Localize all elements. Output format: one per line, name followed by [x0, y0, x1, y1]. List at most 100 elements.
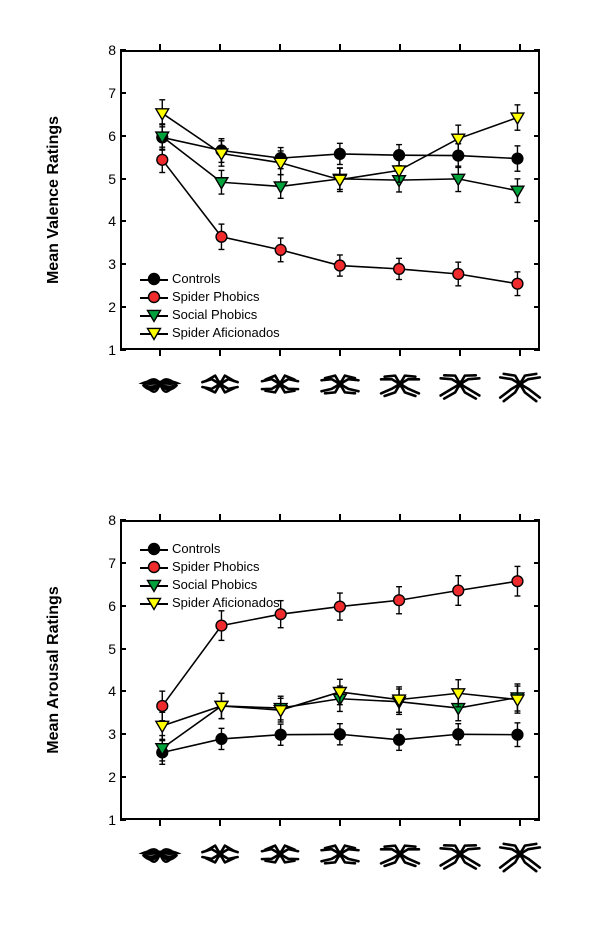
legend-marker-icon [140, 576, 168, 594]
legend-row: Spider Phobics [140, 558, 280, 576]
xtick [519, 514, 521, 520]
ytick [534, 733, 540, 735]
legend-row: Spider Aficionados [140, 594, 280, 612]
ytick-label: 1 [98, 812, 116, 828]
ytick [534, 648, 540, 650]
xtick [399, 350, 401, 356]
ytick-label: 3 [98, 256, 116, 272]
xtick [159, 44, 161, 50]
xtick [219, 514, 221, 520]
xtick [339, 350, 341, 356]
xtick [279, 820, 281, 826]
ytick [534, 92, 540, 94]
spider-morph-icon [498, 832, 542, 876]
xtick [459, 514, 461, 520]
xtick [399, 514, 401, 520]
ytick [534, 776, 540, 778]
ytick-label: 8 [98, 42, 116, 58]
spider-morph-icon [318, 362, 362, 406]
ytick [534, 220, 540, 222]
legend-label: Social Phobics [172, 306, 257, 324]
legend-marker-icon [140, 594, 168, 612]
xtick [519, 44, 521, 50]
legend-row: Controls [140, 270, 280, 288]
arousal-x-icons [120, 832, 540, 888]
spider-morph-icon [438, 832, 482, 876]
spider-morph-icon [378, 362, 422, 406]
arousal-ylabel: Mean Arousal Ratings [45, 586, 63, 753]
xtick [459, 350, 461, 356]
legend-marker-icon [140, 288, 168, 306]
ytick-label: 8 [98, 512, 116, 528]
ytick-label: 3 [98, 726, 116, 742]
ytick [534, 690, 540, 692]
spider-morph-icon [138, 362, 182, 406]
ytick [120, 733, 126, 735]
xtick [279, 350, 281, 356]
valence-legend: ControlsSpider PhobicsSocial PhobicsSpid… [140, 270, 280, 342]
ytick [120, 562, 126, 564]
ytick [120, 349, 126, 351]
spider-morph-icon [378, 832, 422, 876]
xtick [219, 44, 221, 50]
legend-label: Spider Phobics [172, 288, 259, 306]
ytick [120, 263, 126, 265]
legend-marker-icon [140, 324, 168, 342]
ytick [120, 92, 126, 94]
xtick [519, 820, 521, 826]
xtick [219, 820, 221, 826]
ytick [534, 349, 540, 351]
xtick [159, 350, 161, 356]
legend-label: Controls [172, 270, 220, 288]
ytick [120, 776, 126, 778]
legend-row: Controls [140, 540, 280, 558]
xtick [279, 44, 281, 50]
xtick [459, 44, 461, 50]
ytick [534, 562, 540, 564]
valence-ylabel: Mean Valence Ratings [45, 116, 63, 284]
legend-marker-icon [140, 558, 168, 576]
ytick [120, 178, 126, 180]
ytick [534, 819, 540, 821]
ytick-label: 2 [98, 769, 116, 785]
spider-morph-icon [138, 832, 182, 876]
arousal-panel: Mean Arousal Ratings ControlsSpider Phob… [60, 500, 560, 900]
legend-row: Spider Phobics [140, 288, 280, 306]
ytick [534, 135, 540, 137]
xtick [399, 820, 401, 826]
ytick [120, 306, 126, 308]
valence-x-icons [120, 362, 540, 418]
ytick-label: 7 [98, 555, 116, 571]
legend-marker-icon [140, 270, 168, 288]
spider-morph-icon [498, 362, 542, 406]
spider-morph-icon [258, 362, 302, 406]
ytick [534, 49, 540, 51]
legend-label: Spider Phobics [172, 558, 259, 576]
xtick [279, 514, 281, 520]
xtick [159, 514, 161, 520]
ytick [120, 819, 126, 821]
xtick [399, 44, 401, 50]
ytick [534, 178, 540, 180]
ytick [120, 220, 126, 222]
xtick [339, 44, 341, 50]
valence-panel: Mean Valence Ratings ControlsSpider Phob… [60, 30, 560, 430]
legend-label: Spider Aficionados [172, 594, 280, 612]
ytick [534, 306, 540, 308]
legend-row: Social Phobics [140, 576, 280, 594]
ytick [534, 605, 540, 607]
ytick-label: 1 [98, 342, 116, 358]
xtick [159, 820, 161, 826]
spider-morph-icon [258, 832, 302, 876]
ytick [120, 690, 126, 692]
xtick [339, 514, 341, 520]
ytick [120, 135, 126, 137]
legend-marker-icon [140, 306, 168, 324]
xtick [339, 820, 341, 826]
ytick [120, 519, 126, 521]
ytick-label: 5 [98, 171, 116, 187]
xtick [459, 820, 461, 826]
legend-row: Social Phobics [140, 306, 280, 324]
ytick-label: 7 [98, 85, 116, 101]
ytick [534, 519, 540, 521]
